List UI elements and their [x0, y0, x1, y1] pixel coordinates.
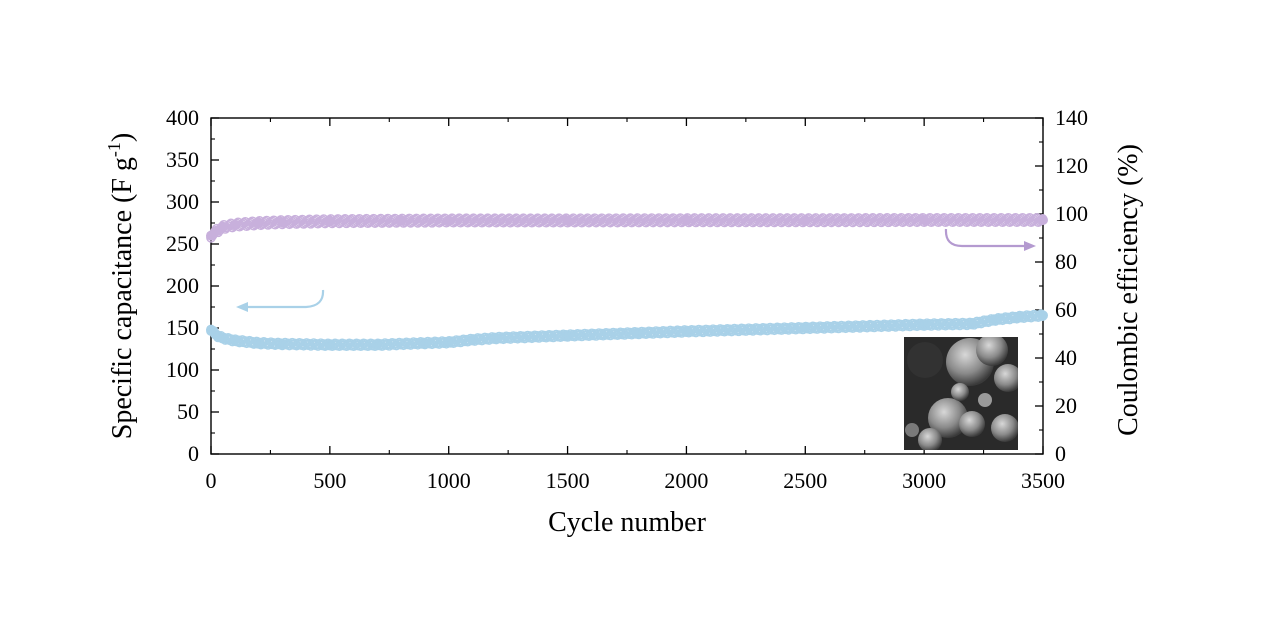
- cycle-marker: [973, 318, 984, 329]
- right-y-tick-label: 80: [1055, 249, 1077, 274]
- cycle-marker: [448, 338, 459, 349]
- left-y-tick-label: 150: [166, 315, 199, 340]
- left-y-axis-title: Specific capacitance (F g-1): [104, 133, 138, 440]
- right-y-tick-label: 60: [1055, 297, 1077, 322]
- cycle-marker: [970, 318, 981, 329]
- right-y-tick-label: 100: [1055, 201, 1088, 226]
- arrow-to-right-axis: [944, 228, 1036, 251]
- x-tick-label: 3000: [902, 468, 946, 493]
- cycle-marker: [1036, 309, 1046, 320]
- right-y-tick-label: 120: [1055, 153, 1088, 178]
- coulombic-efficiency-series: [206, 212, 1048, 243]
- x-axis-title: Cycle number: [548, 507, 707, 538]
- cycle-marker: [976, 318, 987, 329]
- sem-inset-image: [904, 337, 1018, 450]
- cycle-marker: [997, 315, 1008, 326]
- right-y-tick-label: 40: [1055, 345, 1077, 370]
- cycle-marker: [1004, 314, 1015, 325]
- left-y-tick-label: 300: [166, 189, 199, 214]
- left-y-axis-title-main: Specific capacitance (F g: [107, 157, 138, 439]
- cycle-marker: [217, 221, 228, 232]
- left-y-axis-title-close: ): [107, 133, 138, 142]
- cycle-marker: [987, 315, 998, 326]
- left-y-tick-label: 0: [188, 441, 199, 466]
- cycle-marker: [983, 317, 994, 328]
- cycle-marker: [455, 337, 466, 348]
- right-y-tick-label: 140: [1055, 105, 1088, 130]
- left-y-tick-label: 100: [166, 357, 199, 382]
- specific-capacitance-series: [206, 309, 1048, 352]
- x-tick-label: 2500: [783, 468, 827, 493]
- left-y-axis-title-superscript: -1: [104, 142, 124, 157]
- x-tick-label: 500: [313, 468, 346, 493]
- x-tick-label: 2000: [664, 468, 708, 493]
- cycle-marker: [223, 221, 234, 232]
- cycle-marker: [969, 319, 979, 330]
- cycle-marker: [977, 316, 988, 327]
- left-y-tick-label: 350: [166, 147, 199, 172]
- cycle-marker: [984, 315, 995, 326]
- left-y-tick-label: 200: [166, 273, 199, 298]
- right-y-tick-label: 0: [1055, 441, 1066, 466]
- cycle-marker: [980, 317, 991, 327]
- left-y-tick-label: 400: [166, 105, 199, 130]
- left-y-tick-label: 50: [177, 399, 199, 424]
- x-tick-label: 1500: [546, 468, 590, 493]
- x-tick-label: 1000: [427, 468, 471, 493]
- left-y-tick-label: 250: [166, 231, 199, 256]
- x-tick-label: 0: [206, 468, 217, 493]
- cycle-marker: [1037, 214, 1048, 224]
- right-y-axis-title: Coulombic efficiency (%): [1113, 144, 1144, 436]
- cycle-marker: [1036, 215, 1046, 225]
- tick-labels: 0 500 1000 1500 2000 2500 3000 3500050100150200…: [166, 105, 1088, 493]
- cycle-marker: [1034, 216, 1045, 226]
- cycle-marker: [224, 219, 235, 230]
- right-y-tick-label: 20: [1055, 393, 1077, 418]
- cycle-marker: [1037, 311, 1048, 322]
- x-tick-label: 3500: [1021, 468, 1065, 493]
- arrow-to-left-axis: [236, 289, 325, 312]
- cycle-marker: [1033, 312, 1044, 322]
- cycle-marker: [990, 316, 1001, 326]
